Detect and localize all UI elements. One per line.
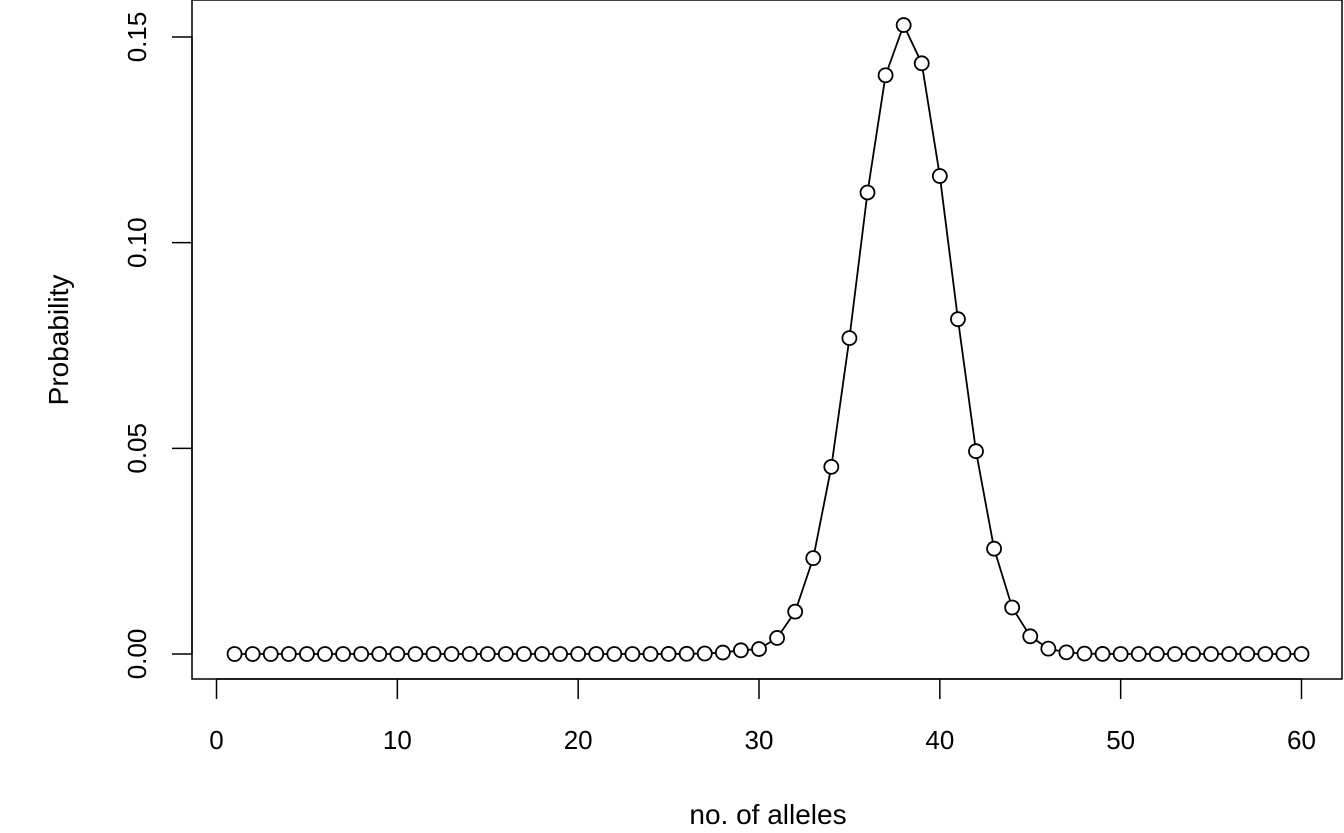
data-point	[895, 17, 912, 33]
data-point	[606, 646, 623, 662]
data-point	[823, 458, 840, 475]
data-point	[1058, 644, 1075, 661]
x-tick-label: 40	[925, 725, 954, 755]
data-point	[787, 603, 804, 620]
data-point	[733, 642, 749, 659]
data-point	[805, 550, 822, 567]
data-point	[1239, 646, 1256, 662]
data-point	[226, 646, 243, 662]
data-point	[425, 646, 442, 662]
data-point	[461, 646, 478, 662]
data-point	[299, 646, 315, 662]
x-axis-title: no. of alleles	[689, 799, 846, 830]
data-point	[1040, 640, 1057, 657]
data-point	[1112, 646, 1129, 662]
data-point	[280, 646, 297, 662]
data-point	[1148, 646, 1165, 662]
data-point	[262, 646, 279, 662]
data-point	[443, 646, 460, 662]
data-point	[570, 646, 587, 662]
plot-frame	[191, 0, 1343, 680]
data-point	[588, 646, 605, 662]
data-point	[624, 646, 641, 662]
series-line	[234, 22, 1302, 655]
data-point	[1275, 646, 1292, 662]
data-point	[877, 67, 894, 84]
data-point	[950, 311, 966, 328]
data-point	[841, 330, 858, 347]
data-point	[497, 646, 514, 662]
data-point	[1167, 646, 1183, 662]
data-point	[335, 646, 351, 662]
y-tick-label: 0.00	[122, 629, 152, 680]
data-point	[859, 184, 876, 201]
data-point	[516, 646, 532, 662]
data-point	[1130, 646, 1147, 662]
y-tick-label: 0.05	[122, 423, 152, 474]
data-point	[1022, 628, 1039, 645]
x-tick-label: 30	[745, 725, 774, 755]
y-tick-label: 0.10	[122, 217, 152, 268]
data-point	[317, 646, 333, 662]
x-tick-label: 0	[209, 725, 223, 755]
data-point	[968, 443, 984, 460]
data-point	[696, 645, 713, 662]
data-point	[931, 168, 948, 184]
data-point	[407, 646, 424, 662]
data-point	[371, 646, 388, 662]
data-point	[1185, 646, 1201, 662]
data-point	[534, 646, 550, 662]
data-point	[678, 645, 695, 662]
data-point	[1203, 646, 1219, 662]
data-point	[552, 646, 568, 662]
data-point	[1257, 646, 1274, 662]
data-point	[913, 55, 930, 72]
x-tick-label: 60	[1287, 725, 1316, 755]
x-tick-label: 10	[383, 725, 412, 755]
y-tick-label: 0.15	[122, 12, 152, 63]
data-point	[1004, 599, 1021, 616]
data-point	[353, 646, 370, 662]
data-point	[769, 630, 785, 646]
data-point	[642, 646, 659, 662]
data-point	[244, 646, 261, 662]
data-point	[751, 641, 767, 657]
data-point	[986, 540, 1002, 557]
data-point	[1293, 646, 1310, 662]
data-point	[714, 644, 731, 661]
data-point	[479, 646, 496, 662]
y-axis: 0.00 0.05 0.10 0.15	[122, 12, 193, 680]
x-tick-label: 20	[564, 725, 593, 755]
data-point	[1221, 646, 1238, 662]
data-point	[1076, 645, 1093, 662]
x-axis: 0 10 20 30 40 50 60	[209, 678, 1316, 755]
y-axis-title: Probability	[43, 275, 74, 406]
data-point	[1094, 646, 1111, 662]
data-point	[389, 646, 406, 662]
data-points	[226, 17, 1310, 662]
data-point	[660, 646, 677, 662]
x-tick-label: 50	[1106, 725, 1135, 755]
